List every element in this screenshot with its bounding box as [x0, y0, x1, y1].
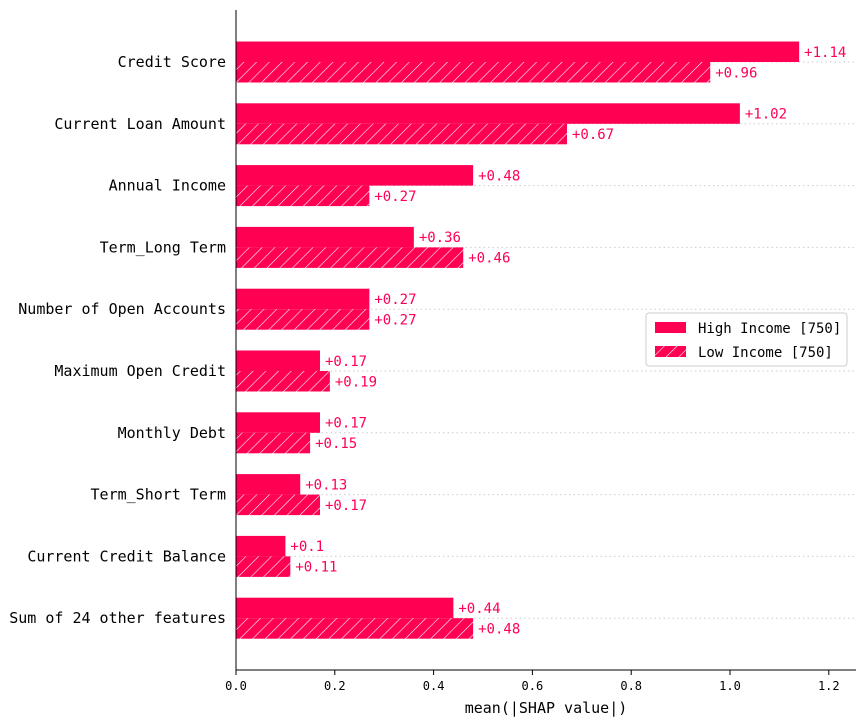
bar-sum-of-24-other-features-low-income: [236, 618, 474, 639]
bar-monthly-debt-high-income: [236, 412, 320, 433]
x-tick-label: 1.0: [719, 679, 741, 693]
bar-credit-score-low-income: [236, 62, 711, 83]
bar-maximum-open-credit-high-income: [236, 350, 320, 371]
feature-label-current-loan-amount: Current Loan Amount: [54, 115, 226, 133]
value-label-annual-income-high-income: +0.48: [478, 168, 520, 184]
value-label-monthly-debt-low-income: +0.15: [315, 436, 357, 452]
bar-term-long-term-high-income: [236, 226, 414, 248]
legend-swatch-high-income: [655, 322, 686, 333]
feature-label-annual-income: Annual Income: [109, 177, 226, 195]
value-label-credit-score-low-income: +0.96: [715, 65, 757, 81]
legend: High Income [750] Low Income [750]: [645, 312, 848, 367]
x-tick-label: 0.2: [324, 679, 346, 693]
bar-annual-income-low-income: [236, 185, 370, 207]
x-tick-label: 1.2: [818, 679, 840, 693]
feature-label-number-of-open-accounts: Number of Open Accounts: [18, 300, 226, 318]
value-label-term-long-term-high-income: +0.36: [419, 230, 461, 246]
value-label-current-credit-balance-high-income: +0.1: [290, 539, 324, 555]
x-tick-label: 0.6: [522, 679, 544, 693]
x-axis-title: mean(|SHAP value|): [465, 699, 628, 717]
value-labels: +1.14 +0.96 +1.02 +0.67 +0.48 +0.27 +0.36 +0.46…: [290, 45, 846, 638]
legend-swatch-low-income: [655, 346, 686, 357]
bars: [236, 41, 800, 639]
value-label-sum-of-24-other-features-high-income: +0.44: [458, 601, 500, 617]
value-label-number-of-open-accounts-low-income: +0.27: [374, 312, 416, 328]
bar-sum-of-24-other-features-high-income: [236, 597, 454, 619]
value-label-monthly-debt-high-income: +0.17: [325, 416, 367, 432]
value-label-current-loan-amount-low-income: +0.67: [572, 127, 614, 143]
bar-term-short-term-high-income: [236, 474, 301, 495]
x-tick-label: 0.0: [225, 679, 247, 693]
bar-number-of-open-accounts-low-income: [236, 309, 370, 330]
feature-label-current-credit-balance: Current Credit Balance: [27, 547, 226, 565]
value-label-term-long-term-low-income: +0.46: [468, 251, 510, 267]
bar-term-long-term-low-income: [236, 247, 464, 268]
bar-current-credit-balance-high-income: [236, 535, 286, 557]
feature-label-credit-score: Credit Score: [118, 53, 226, 71]
value-label-term-short-term-low-income: +0.17: [325, 498, 367, 514]
bar-number-of-open-accounts-high-income: [236, 288, 370, 310]
feature-label-monthly-debt: Monthly Debt: [118, 424, 226, 442]
legend-frame: [645, 312, 848, 367]
bar-current-loan-amount-low-income: [236, 123, 567, 145]
x-tick-label: 0.8: [620, 679, 642, 693]
legend-label-low-income: Low Income [750]: [698, 345, 833, 361]
bar-credit-score-high-income: [236, 41, 800, 62]
legend-label-high-income: High Income [750]: [698, 321, 841, 337]
bar-current-credit-balance-low-income: [236, 556, 291, 577]
bar-annual-income-high-income: [236, 165, 474, 186]
value-label-credit-score-high-income: +1.14: [804, 45, 846, 61]
feature-labels: Credit Score Current Loan Amount Annual In…: [9, 53, 226, 627]
axes: [235, 10, 856, 671]
value-label-maximum-open-credit-high-income: +0.17: [325, 354, 367, 370]
value-label-number-of-open-accounts-high-income: +0.27: [374, 292, 416, 308]
x-ticks: 0.0 0.2 0.4 0.6 0.8 1.0 1.2: [225, 670, 840, 693]
bar-current-loan-amount-high-income: [236, 103, 740, 124]
bar-term-short-term-low-income: [236, 494, 320, 516]
feature-label-term-long-term: Term_Long Term: [100, 238, 226, 256]
bar-monthly-debt-low-income: [236, 432, 311, 454]
value-label-annual-income-low-income: +0.27: [374, 189, 416, 205]
value-label-maximum-open-credit-low-income: +0.19: [335, 374, 377, 390]
value-label-term-short-term-high-income: +0.13: [305, 477, 347, 493]
x-tick-label: 0.4: [423, 679, 445, 693]
feature-label-term-short-term: Term_Short Term: [91, 486, 226, 504]
feature-label-sum-of-24-other-features: Sum of 24 other features: [9, 609, 226, 627]
value-label-current-loan-amount-high-income: +1.02: [745, 107, 787, 123]
value-label-current-credit-balance-low-income: +0.11: [295, 560, 337, 576]
feature-label-maximum-open-credit: Maximum Open Credit: [54, 362, 226, 380]
bar-maximum-open-credit-low-income: [236, 371, 330, 392]
value-label-sum-of-24-other-features-low-income: +0.48: [478, 621, 520, 637]
